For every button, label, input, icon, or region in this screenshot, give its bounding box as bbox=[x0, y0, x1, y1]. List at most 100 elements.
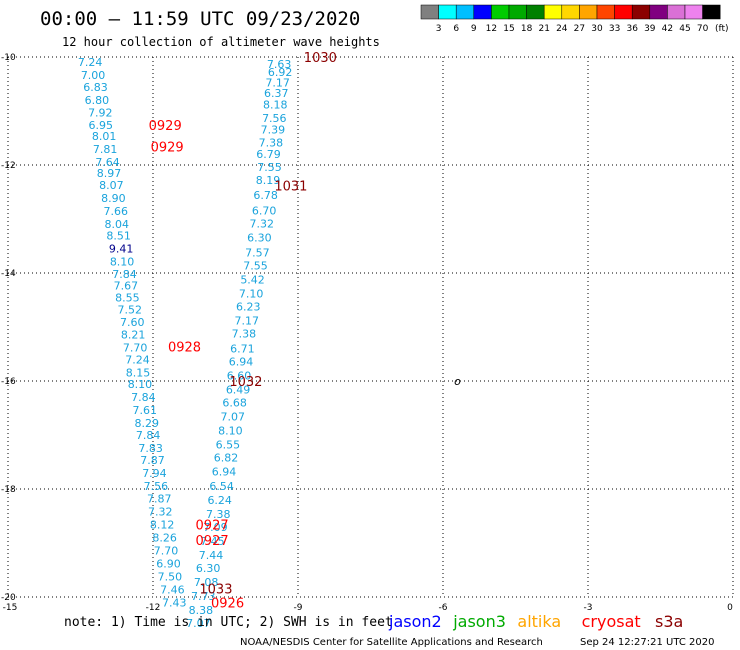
wave-height-point: 7.94 bbox=[142, 467, 167, 480]
wave-height-point: 7.32 bbox=[250, 217, 275, 230]
color-scale-swatch bbox=[631, 4, 651, 20]
wave-height-point: 7.43 bbox=[162, 596, 187, 609]
color-scale-label: 36 bbox=[626, 24, 638, 34]
wave-height-point: 8.38 bbox=[189, 604, 214, 617]
wave-height-point: 8.29 bbox=[134, 417, 159, 430]
wave-height-point: 7.09 bbox=[203, 521, 228, 534]
wave-height-point: 7.07 bbox=[186, 617, 211, 630]
wave-height-point: 7.70 bbox=[123, 342, 148, 355]
x-tick-label: -3 bbox=[584, 603, 593, 613]
wave-height-point: 8.90 bbox=[101, 192, 126, 205]
legend-entry: jason2 bbox=[388, 612, 442, 631]
annotations: o bbox=[454, 375, 461, 388]
color-scale-swatch bbox=[473, 4, 492, 20]
color-scale-swatch bbox=[579, 4, 598, 20]
wave-height-point: 8.07 bbox=[99, 179, 124, 192]
axis-tick-labels: -15 -12 -9 -6 -3 0 -10 -12 -14 -16 -18 -20 bbox=[1, 53, 733, 613]
wave-height-point: 8.21 bbox=[121, 329, 146, 342]
track-time-label: 0929 bbox=[149, 119, 182, 134]
wave-height-point: 8.10 bbox=[218, 425, 243, 438]
x-tick-label: -9 bbox=[294, 603, 303, 613]
color-scale-label: 70 bbox=[697, 24, 709, 34]
timestamp-text: Sep 24 12:27:21 UTC 2020 bbox=[580, 637, 714, 648]
wave-height-point: 7.87 bbox=[147, 493, 172, 506]
color-scale-swatch bbox=[526, 4, 545, 20]
color-scale-swatch bbox=[614, 4, 633, 20]
wave-height-point: 7.10 bbox=[239, 288, 264, 301]
x-tick-label: -6 bbox=[439, 603, 448, 613]
track-time-label: 1032 bbox=[229, 375, 262, 390]
color-scale-label: 24 bbox=[556, 24, 568, 34]
color-scale-label: 39 bbox=[644, 24, 656, 34]
track-time-label: 0927 bbox=[196, 519, 229, 534]
track-time-label: 0928 bbox=[168, 340, 201, 355]
wave-height-point: 6.24 bbox=[207, 494, 232, 507]
wave-height-point: 6.94 bbox=[212, 466, 237, 479]
wave-height-point: 7.24 bbox=[125, 353, 150, 366]
wave-height-point: 8.97 bbox=[97, 167, 122, 180]
color-scale-swatch bbox=[543, 4, 563, 20]
wave-height-point: 7.00 bbox=[81, 69, 106, 82]
wave-height-point: 6.95 bbox=[89, 119, 114, 132]
wave-height-point: 7.81 bbox=[93, 143, 118, 156]
color-scale-label: 3 bbox=[436, 24, 442, 34]
color-scale: 3 6 9 12 15 18 21 24 27 30 33 36 39 42 45 70 bbox=[420, 4, 721, 34]
plot-grid bbox=[7, 56, 734, 598]
wave-height-point: 7.55 bbox=[257, 161, 282, 174]
wave-height-point: 7.44 bbox=[199, 549, 224, 562]
wave-height-point: 8.01 bbox=[92, 130, 117, 143]
wave-height-point: 6.79 bbox=[256, 148, 281, 161]
wave-height-point: 7.52 bbox=[118, 304, 143, 317]
units-note: note: 1) Time is in UTC; 2) SWH is in fe… bbox=[64, 615, 393, 630]
wave-height-point: 7.39 bbox=[261, 123, 286, 136]
wave-height-point: 6.71 bbox=[230, 343, 255, 356]
data-points: 7.636.927.176.378.187.567.397.386.797.55… bbox=[78, 56, 292, 630]
wave-height-point: 6.23 bbox=[236, 300, 261, 313]
wave-height-point: 7.92 bbox=[88, 107, 113, 120]
wave-height-point: 7.87 bbox=[140, 454, 165, 467]
wave-height-point: 7.84 bbox=[112, 268, 137, 281]
wave-height-point: 7.32 bbox=[148, 506, 173, 519]
wave-height-point: 6.30 bbox=[247, 231, 272, 244]
legend-entry: s3a bbox=[655, 612, 683, 631]
color-scale-swatch bbox=[438, 4, 457, 20]
wave-height-point: 6.30 bbox=[196, 562, 221, 575]
track-time-label: 1031 bbox=[274, 180, 307, 195]
y-tick-label: -12 bbox=[1, 161, 16, 171]
color-scale-label: 42 bbox=[662, 24, 673, 34]
wave-height-point: 7.56 bbox=[144, 480, 169, 493]
color-scale-swatch bbox=[596, 4, 615, 20]
wave-height-point: 7.38 bbox=[232, 327, 257, 340]
wave-height-point: 8.19 bbox=[256, 174, 281, 187]
wave-height-point: 6.82 bbox=[214, 452, 239, 465]
wave-height-point: 8.15 bbox=[126, 366, 151, 379]
y-tick-label: -18 bbox=[1, 485, 16, 495]
wave-height-point: 8.55 bbox=[115, 291, 140, 304]
wave-height-point: 7.46 bbox=[160, 583, 185, 596]
legend-entry: jason3 bbox=[452, 612, 506, 631]
wave-height-point: 6.92 bbox=[268, 66, 293, 79]
y-tick-label: -16 bbox=[1, 377, 16, 387]
credit-text: NOAA/NESDIS Center for Satellite Applica… bbox=[240, 637, 543, 648]
legend-entry: altika bbox=[517, 612, 561, 631]
wave-height-point: 8.26 bbox=[152, 532, 177, 545]
wave-height-point: 5.42 bbox=[240, 273, 265, 286]
chart-subtitle: 12 hour collection of altimeter wave hei… bbox=[62, 35, 380, 49]
wave-height-point: 8.04 bbox=[105, 218, 130, 231]
wave-height-point: 6.80 bbox=[85, 94, 110, 107]
wave-height-point: 7.07 bbox=[221, 411, 246, 424]
wave-height-point: 7.24 bbox=[78, 56, 103, 69]
color-scale-swatch bbox=[420, 4, 439, 20]
x-tick-label: -15 bbox=[3, 603, 18, 613]
y-tick-label: -20 bbox=[1, 593, 16, 603]
wave-height-point: 7.38 bbox=[259, 136, 284, 149]
wave-height-point: 6.83 bbox=[83, 81, 108, 94]
track-time-label: 0929 bbox=[151, 141, 184, 156]
x-tick-label: -12 bbox=[146, 603, 161, 613]
color-scale-label: 33 bbox=[609, 24, 620, 34]
color-scale-label: 12 bbox=[486, 24, 497, 34]
wave-height-point: 6.60 bbox=[227, 370, 252, 383]
color-scale-label: 6 bbox=[453, 24, 459, 34]
